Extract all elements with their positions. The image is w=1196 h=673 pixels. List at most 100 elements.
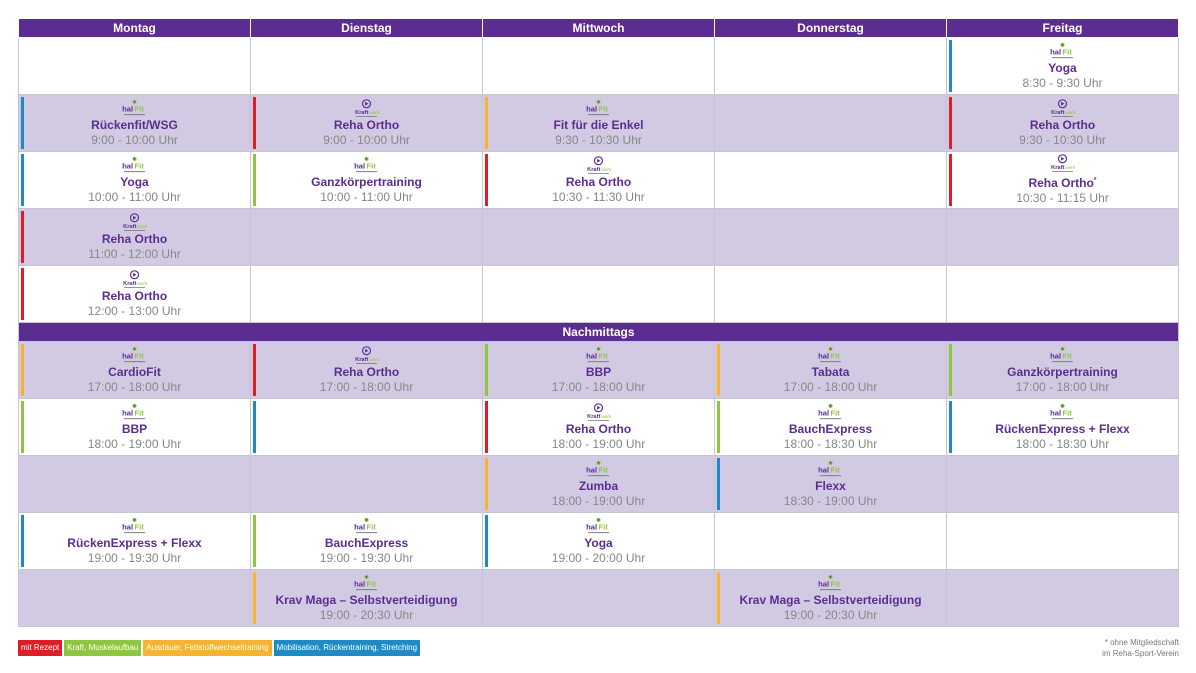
course-name: Yoga xyxy=(20,174,250,190)
category-bar-green xyxy=(253,515,256,567)
course-cell[interactable]: Reha Ortho 11:00 - 12:00 Uhr xyxy=(18,208,251,266)
course-time: 17:00 - 18:00 Uhr xyxy=(783,379,878,394)
course-cell[interactable]: Reha Ortho 9:30 - 10:30 Uhr xyxy=(946,94,1179,152)
course-cell[interactable]: Fit für die Enkel 9:30 - 10:30 Uhr xyxy=(482,94,715,152)
course-cell[interactable]: BBP 17:00 - 18:00 Uhr xyxy=(482,341,715,399)
course-name: Reha Ortho xyxy=(948,117,1178,133)
schedule-row: Yoga 10:00 - 11:00 Uhr Ganzkörpertraining 1… xyxy=(18,151,1179,209)
schedule-row: Krav Maga – Selbstverteidigung 19:00 - 20… xyxy=(18,569,1179,627)
schedule-cell xyxy=(714,151,947,209)
course-cell[interactable]: BauchExpress 18:00 - 18:30 Uhr xyxy=(714,398,947,456)
course-time: 8:30 - 9:30 Uhr xyxy=(1022,75,1103,90)
category-bar-green xyxy=(949,344,952,396)
weekly-schedule-table: Montag Dienstag Mittwoch Donnerstag Frei… xyxy=(18,18,1179,627)
course-time: 18:00 - 19:00 Uhr xyxy=(87,436,182,451)
course-cell[interactable]: RückenExpress + Flexx 19:00 - 19:30 Uhr xyxy=(18,512,251,570)
course-cell[interactable]: Reha Ortho 10:30 - 11:30 Uhr xyxy=(482,151,715,209)
course-name-text: Reha Ortho xyxy=(1029,117,1096,132)
course-name-text: Reha Ortho xyxy=(333,364,400,379)
schedule-cell xyxy=(946,569,1179,627)
course-cell[interactable]: Reha Ortho 18:00 - 19:00 Uhr xyxy=(482,398,715,456)
schedule-row: BBP 18:00 - 19:00 Uhr Reha Ortho 18:00 - 19… xyxy=(18,398,1179,456)
kraftwerk-logo-icon xyxy=(584,156,613,175)
category-bar-orange xyxy=(717,344,720,396)
schedule-cell xyxy=(18,37,251,95)
course-cell[interactable]: Ganzkörpertraining 10:00 - 11:00 Uhr xyxy=(250,151,483,209)
course-name-text: Yoga xyxy=(120,174,149,189)
course-cell[interactable]: Reha Ortho* 10:30 - 11:15 Uhr xyxy=(946,151,1179,209)
course-cell[interactable]: BBP 18:00 - 19:00 Uhr xyxy=(18,398,251,456)
kraftwerk-logo-icon xyxy=(1048,99,1077,118)
course-cell[interactable]: Tabata 17:00 - 18:00 Uhr xyxy=(714,341,947,399)
schedule-row: Rückenfit/WSG 9:00 - 10:00 Uhr Reha Ortho 9… xyxy=(18,94,1179,152)
course-cell[interactable]: Yoga 19:00 - 20:00 Uhr xyxy=(482,512,715,570)
schedule-cell xyxy=(18,455,251,513)
category-bar-blue xyxy=(253,401,256,453)
schedule-cell xyxy=(946,208,1179,266)
course-name: BauchExpress xyxy=(716,422,946,437)
schedule-row: Yoga 8:30 - 9:30 Uhr xyxy=(18,37,1179,95)
course-name-text: CardioFit xyxy=(108,364,161,379)
halfit-logo-icon xyxy=(1048,403,1077,422)
course-cell[interactable]: RückenExpress + Flexx 18:00 - 18:30 Uhr xyxy=(946,398,1179,456)
course-cell[interactable]: Ganzkörpertraining 17:00 - 18:00 Uhr xyxy=(946,341,1179,399)
halfit-logo-icon xyxy=(120,156,149,175)
schedule-row: Reha Ortho 12:00 - 13:00 Uhr xyxy=(18,265,1179,323)
course-name-text: Yoga xyxy=(1048,60,1077,75)
course-time: 19:00 - 20:30 Uhr xyxy=(319,607,414,622)
course-name-text: Reha Ortho xyxy=(565,421,632,436)
course-cell[interactable]: Flexx 18:30 - 19:00 Uhr xyxy=(714,455,947,513)
course-name: Krav Maga – Selbstverteidigung xyxy=(252,593,482,608)
category-bar-red xyxy=(21,268,24,320)
course-name-text: Zumba xyxy=(578,478,619,493)
day-header-mittwoch: Mittwoch xyxy=(482,18,715,38)
halfit-logo-icon xyxy=(816,403,845,422)
course-cell[interactable]: Krav Maga – Selbstverteidigung 19:00 - 20… xyxy=(250,569,483,627)
schedule-cell xyxy=(714,37,947,95)
course-cell[interactable]: Reha Ortho 9:00 - 10:00 Uhr xyxy=(250,94,483,152)
course-name-text: Reha Ortho xyxy=(101,288,168,303)
course-cell[interactable]: Reha Ortho 17:00 - 18:00 Uhr xyxy=(250,341,483,399)
course-name: Reha Ortho xyxy=(484,421,714,437)
category-bar-green xyxy=(253,154,256,206)
course-cell[interactable]: Yoga 10:00 - 11:00 Uhr xyxy=(18,151,251,209)
course-time: 18:00 - 18:30 Uhr xyxy=(783,436,878,451)
course-time: 18:30 - 19:00 Uhr xyxy=(783,493,878,508)
halfit-logo-icon xyxy=(584,517,613,536)
course-time: 17:00 - 18:00 Uhr xyxy=(319,379,414,394)
course-time: 18:00 - 19:00 Uhr xyxy=(551,493,646,508)
halfit-logo-icon xyxy=(120,346,149,365)
halfit-logo-icon xyxy=(120,403,149,422)
course-name: Reha Ortho xyxy=(20,288,250,304)
course-time: 10:30 - 11:15 Uhr xyxy=(1016,191,1109,205)
course-name: Zumba xyxy=(484,478,714,494)
course-time: 12:00 - 13:00 Uhr xyxy=(87,303,182,318)
course-cell[interactable]: Rückenfit/WSG 9:00 - 10:00 Uhr xyxy=(18,94,251,152)
schedule-cell xyxy=(714,94,947,152)
schedule-row: RückenExpress + Flexx 19:00 - 19:30 Uhr Ba… xyxy=(18,512,1179,570)
course-cell[interactable]: Krav Maga – Selbstverteidigung 19:00 - 20… xyxy=(714,569,947,627)
course-cell[interactable]: Reha Ortho 12:00 - 13:00 Uhr xyxy=(18,265,251,323)
course-cell[interactable]: CardioFit 17:00 - 18:00 Uhr xyxy=(18,341,251,399)
course-cell[interactable]: BauchExpress 19:00 - 19:30 Uhr xyxy=(250,512,483,570)
course-time: 9:30 - 10:30 Uhr xyxy=(555,132,642,147)
course-time: 19:00 - 20:30 Uhr xyxy=(783,607,878,622)
schedule-cell xyxy=(250,208,483,266)
course-time: 10:00 - 11:00 Uhr xyxy=(88,189,181,204)
category-legend: mit Rezept Kraft, Muskelaufbau Ausdauer, F… xyxy=(18,640,421,656)
afternoon-divider-row: Nachmittags xyxy=(18,322,1179,342)
course-cell[interactable]: Yoga 8:30 - 9:30 Uhr xyxy=(946,37,1179,95)
category-bar-blue xyxy=(21,97,24,149)
course-name-text: Fit für die Enkel xyxy=(553,117,644,132)
course-time: 18:00 - 18:30 Uhr xyxy=(1015,436,1110,451)
course-cell[interactable]: Zumba 18:00 - 19:00 Uhr xyxy=(482,455,715,513)
halfit-logo-icon xyxy=(352,156,381,175)
halfit-logo-icon xyxy=(352,574,381,593)
halfit-logo-icon xyxy=(1048,346,1077,365)
category-bar-red xyxy=(253,344,256,396)
schedule-cell xyxy=(250,398,483,456)
schedule-row: Reha Ortho 11:00 - 12:00 Uhr xyxy=(18,208,1179,266)
course-time: 11:00 - 12:00 Uhr xyxy=(88,246,181,261)
footnote-line-2: im Reha-Sport-Verein xyxy=(1102,649,1179,658)
kraftwerk-logo-icon xyxy=(352,99,381,118)
